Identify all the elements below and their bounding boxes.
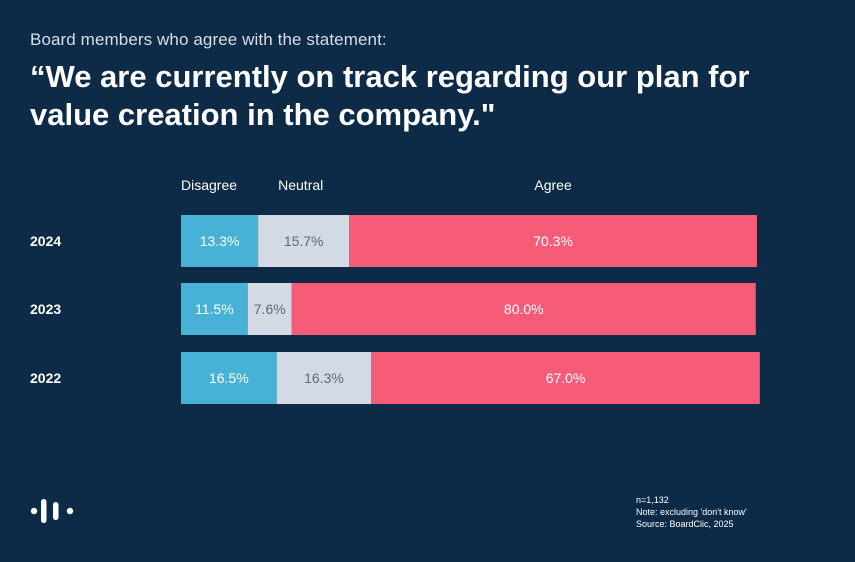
data-label-neutral-2022: 16.3% xyxy=(304,370,344,386)
legend-agree: Agree xyxy=(534,177,572,193)
source-text: Source: BoardClic, 2025 xyxy=(636,519,734,529)
footnote: n=1,132 Note: excluding 'don't know' Sou… xyxy=(636,494,747,530)
data-label-disagree-2023: 11.5% xyxy=(195,301,234,317)
bar-agree-2024 xyxy=(349,215,757,267)
bar-neutral-2023 xyxy=(247,283,292,335)
bar-disagree-2023 xyxy=(181,283,248,335)
boardclic-logo-icon xyxy=(30,499,74,523)
bar-disagree-2022 xyxy=(181,352,277,404)
bar-agree-2022 xyxy=(371,352,760,404)
data-label-neutral-2023: 7.6% xyxy=(254,301,286,317)
note-text: Note: excluding 'don't know' xyxy=(636,507,747,517)
year-label-2023: 2023 xyxy=(30,301,61,317)
legend-neutral: Neutral xyxy=(278,177,323,193)
chart-title: “We are currently on track regarding our… xyxy=(30,59,750,132)
bar-agree-2023 xyxy=(291,283,756,335)
subtitle: Board members who agree with the stateme… xyxy=(30,30,387,49)
bar-neutral-2024 xyxy=(258,215,350,267)
legend-disagree: Disagree xyxy=(181,177,237,193)
data-label-disagree-2024: 13.3% xyxy=(200,233,240,249)
data-label-disagree-2022: 16.5% xyxy=(209,370,249,386)
bar-disagree-2024 xyxy=(181,215,259,267)
data-label-neutral-2024: 15.7% xyxy=(284,233,324,249)
data-label-agree-2024: 70.3% xyxy=(533,233,573,249)
year-label-2022: 2022 xyxy=(30,370,61,386)
bar-neutral-2022 xyxy=(276,352,372,404)
data-label-agree-2023: 80.0% xyxy=(504,301,544,317)
sample-size: n=1,132 xyxy=(636,495,669,505)
data-label-agree-2022: 67.0% xyxy=(546,370,586,386)
year-label-2024: 2024 xyxy=(30,233,61,249)
